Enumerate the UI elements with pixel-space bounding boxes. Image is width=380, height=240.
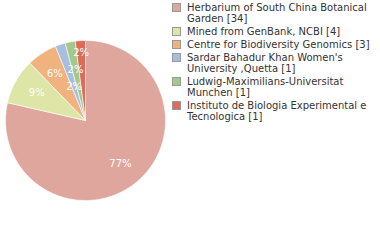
html-text:Herbarium of South China Botan: Herbarium of South China Botanical Garde… (187, 2, 367, 24)
svg-text:2%: 2% (68, 64, 84, 75)
html-text:Instituto de Biologia Experime: Instituto de Biologia Experimental e Tec… (187, 100, 367, 122)
svg-text:77%: 77% (109, 158, 131, 169)
svg-text:6%: 6% (47, 68, 63, 79)
html-text:Sardar Bahadur Khan Women's Un: Sardar Bahadur Khan Women's University ,… (187, 52, 343, 74)
html-text:Mined from GenBank, NCBI [4]: Mined from GenBank, NCBI [4] (187, 26, 341, 37)
svg-text:2%: 2% (66, 81, 82, 92)
svg-text:2%: 2% (73, 47, 89, 58)
html-text:Ludwig-Maximilians-Universitat: Ludwig-Maximilians-Universitat Munchen [… (187, 76, 344, 98)
html-text:Centre for Biodiversity Genomi: Centre for Biodiversity Genomics [3] (187, 39, 370, 50)
svg-text:9%: 9% (29, 87, 45, 98)
